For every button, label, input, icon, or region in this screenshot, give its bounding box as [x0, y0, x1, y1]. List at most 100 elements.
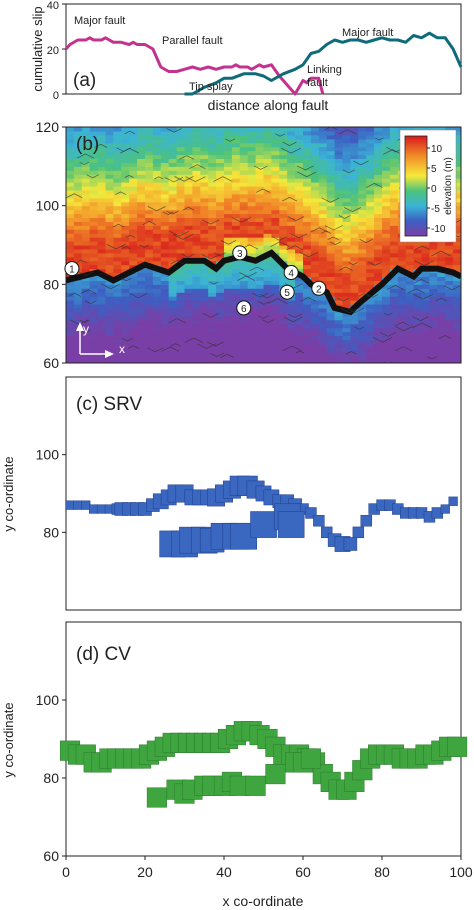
elevation-cell [303, 335, 312, 340]
elevation-cell [137, 319, 146, 325]
elevation-cell [176, 209, 186, 215]
elevation-cell [382, 174, 391, 179]
elevation-cell [389, 134, 399, 140]
elevation-cell [192, 300, 201, 305]
elevation-cell [73, 248, 83, 254]
elevation-cell [89, 252, 99, 258]
elevation-cell [192, 127, 201, 132]
fault-segment [372, 336, 393, 343]
elevation-cell [405, 307, 415, 313]
elevation-cell [145, 197, 154, 203]
elevation-cell [224, 237, 233, 242]
elevation-cell [358, 217, 367, 222]
fault-segment [282, 141, 297, 146]
elevation-cell [382, 134, 391, 140]
elevation-cell [73, 296, 83, 301]
elevation-cell [303, 284, 312, 289]
elevation-cell [105, 205, 114, 211]
elevation-cell [271, 138, 280, 144]
elevation-cell [374, 166, 383, 171]
elevation-cell [113, 292, 122, 297]
elevation-cell [73, 138, 83, 144]
elevation-cell [326, 241, 336, 246]
elevation-cell [152, 304, 162, 309]
elevation-cell [334, 252, 344, 258]
elevation-cell [160, 146, 170, 152]
elevation-cell [184, 150, 193, 156]
elevation-cell [97, 146, 107, 152]
elevation-cell [81, 146, 91, 152]
elevation-cell [342, 197, 351, 203]
elevation-cell [310, 351, 320, 356]
elevation-cell [397, 307, 407, 313]
elevation-cell [152, 296, 162, 301]
elevation-cell [231, 339, 241, 344]
panel-c-y-tick-label: 80 [43, 524, 59, 540]
elevation-cell [453, 237, 461, 242]
elevation-cell [366, 138, 375, 144]
elevation-cell [121, 241, 130, 246]
elevation-cell [247, 323, 257, 329]
elevation-cells [66, 127, 461, 363]
elevation-cell [121, 339, 130, 344]
panel-a-x-axis-label: distance along fault [208, 97, 329, 113]
elevation-cell [374, 256, 383, 262]
elevation-cell [429, 343, 438, 348]
elevation-cell [137, 150, 146, 156]
elevation-cell [310, 359, 320, 363]
elevation-cell [342, 300, 351, 305]
elevation-cell [129, 189, 138, 195]
elevation-cell [279, 213, 288, 218]
elevation-cell [318, 201, 328, 207]
elevation-cell [66, 292, 75, 297]
elevation-cell [184, 178, 193, 183]
elevation-cell [326, 162, 336, 167]
elevation-cell [66, 166, 75, 171]
elevation-cell [263, 213, 272, 218]
elevation-cell [224, 229, 233, 234]
elevation-cell [113, 193, 122, 199]
elevation-cell [129, 315, 138, 321]
elevation-cell [366, 241, 375, 246]
elevation-cell [89, 162, 99, 167]
elevation-cell [358, 272, 367, 277]
elevation-cell [374, 201, 383, 207]
elevation-cell [271, 182, 280, 187]
elevation-cell [239, 225, 249, 230]
elevation-cell [176, 225, 186, 230]
elevation-cell [397, 323, 407, 329]
elevation-cell [271, 292, 280, 297]
elevation-cell [152, 347, 162, 352]
elevation-cell [224, 300, 233, 305]
elevation-cell [303, 217, 312, 222]
elevation-cell [437, 307, 446, 313]
elevation-cell [453, 197, 461, 203]
elevation-cell [129, 245, 138, 250]
elevation-cell [113, 268, 122, 274]
elevation-cell [255, 193, 265, 199]
elevation-cell [326, 189, 336, 195]
elevation-cell [303, 166, 312, 171]
elevation-cell [437, 339, 446, 344]
elevation-cell [334, 209, 344, 215]
elevation-cell [287, 182, 296, 187]
elevation-cell [66, 150, 75, 156]
elevation-cell [97, 343, 107, 348]
elevation-cell [318, 351, 328, 356]
elevation-cell [168, 221, 178, 226]
elevation-cell [89, 158, 99, 163]
fault-segment [338, 215, 351, 219]
elevation-cell [224, 276, 233, 281]
elevation-cell [89, 166, 99, 171]
elevation-cell [176, 296, 186, 301]
elevation-cell [216, 300, 225, 305]
elevation-cell [121, 248, 130, 254]
elevation-cell [287, 331, 296, 336]
elevation-cell [437, 304, 446, 309]
elevation-cell [350, 134, 359, 140]
elevation-cell [81, 170, 91, 175]
elevation-cell [121, 174, 130, 179]
elevation-cell [295, 307, 304, 313]
elevation-cell [358, 351, 367, 356]
elevation-cell [200, 245, 209, 250]
